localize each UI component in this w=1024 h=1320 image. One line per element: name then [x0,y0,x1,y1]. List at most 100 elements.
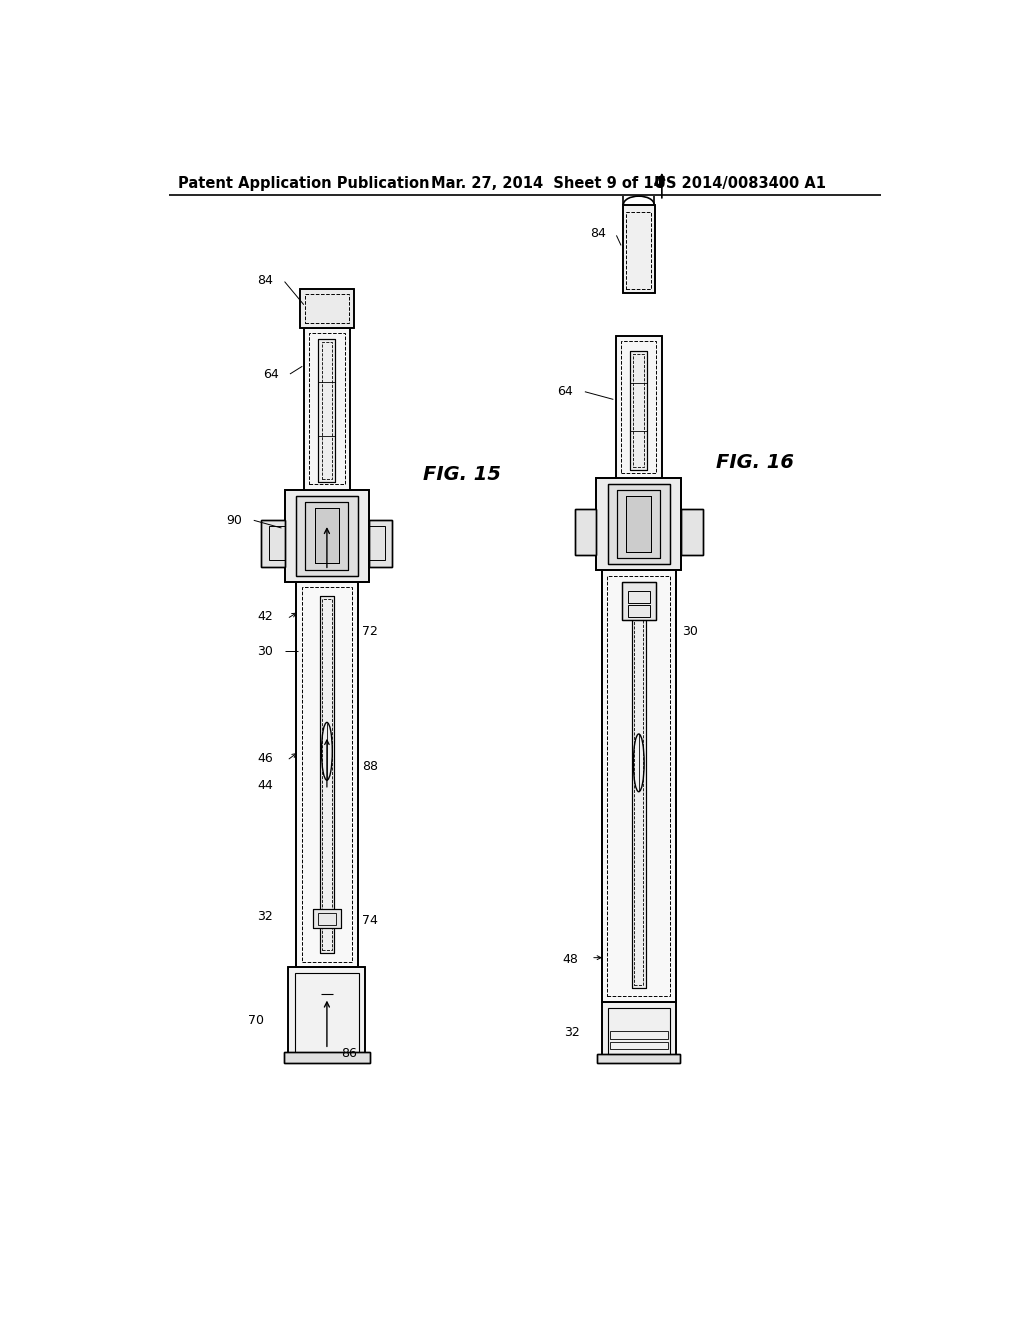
Bar [318,339,336,482]
Bar [628,605,649,616]
Bar [296,496,357,576]
Bar [314,508,339,564]
Bar [622,582,655,620]
Bar [615,335,662,478]
Bar [301,587,352,961]
Bar [261,520,285,566]
Text: 72: 72 [362,626,378,639]
Bar [632,585,646,987]
Bar [681,508,702,554]
Bar [609,1031,668,1039]
Bar [305,502,348,570]
Text: 32: 32 [564,1026,581,1039]
Text: 46: 46 [257,752,273,766]
Text: US 2014/0083400 A1: US 2014/0083400 A1 [654,176,826,190]
Bar [631,351,647,470]
Bar [597,1053,680,1063]
Bar [319,595,334,953]
Bar [284,1052,370,1063]
Bar [305,502,348,570]
Bar [370,520,392,566]
Bar [602,570,676,1002]
Bar [617,490,660,558]
Bar [318,339,336,482]
Bar [602,570,676,1002]
Bar [628,591,649,603]
Bar [296,582,357,966]
Bar [304,327,350,490]
Bar [300,289,354,327]
Text: 30: 30 [682,626,697,639]
Bar [319,595,334,953]
Bar [597,1053,680,1063]
Bar [609,1041,668,1049]
Text: FIG. 15: FIG. 15 [423,465,501,483]
Bar [632,585,646,987]
Bar [634,354,644,467]
Bar [300,289,354,327]
Bar [608,484,670,564]
Text: 64: 64 [557,385,573,399]
Bar [284,1052,370,1063]
Bar [317,913,336,924]
Bar [285,490,370,582]
Text: 30: 30 [257,644,273,657]
Bar [313,909,341,928]
Bar [574,508,596,554]
Bar [335,298,348,322]
Bar [370,527,385,561]
Bar [289,966,366,1063]
Text: 84: 84 [590,227,605,240]
Bar [304,294,349,323]
Bar [623,205,655,293]
Bar [623,205,655,293]
Text: 86: 86 [341,1047,356,1060]
Bar [574,508,596,554]
Bar [681,508,702,554]
Text: 84: 84 [257,273,273,286]
Bar [309,333,345,484]
Bar [370,520,392,566]
Bar [322,342,333,479]
Bar [335,298,348,322]
Text: 64: 64 [263,367,280,380]
Bar [285,490,370,582]
Text: 88: 88 [362,760,378,774]
Bar [313,909,341,928]
Bar [304,327,350,490]
Bar [269,527,285,561]
Text: FIG. 16: FIG. 16 [716,453,794,473]
Bar [615,335,662,478]
Bar [621,341,656,473]
Text: Patent Application Publication: Patent Application Publication [178,176,430,190]
Text: 44: 44 [257,779,273,792]
Bar [295,973,359,1057]
Text: 70: 70 [248,1014,264,1027]
Bar [289,966,366,1063]
Bar [596,478,681,570]
Bar [631,351,647,470]
Bar [323,599,332,950]
Bar [608,484,670,564]
Text: 32: 32 [257,911,273,924]
Bar [296,582,357,966]
Text: 48: 48 [563,953,579,966]
Text: 74: 74 [362,915,378,927]
Text: 90: 90 [226,513,243,527]
Bar [608,1007,670,1057]
Bar [314,508,339,564]
Text: 42: 42 [257,610,273,623]
Bar [627,496,651,552]
Bar [261,520,285,566]
Bar [622,582,655,620]
Bar [634,587,643,985]
Bar [617,490,660,558]
Bar [602,1002,676,1063]
Bar [607,576,671,997]
Text: Mar. 27, 2014  Sheet 9 of 14: Mar. 27, 2014 Sheet 9 of 14 [431,176,664,190]
Bar [296,496,357,576]
Bar [596,478,681,570]
Bar [627,496,651,552]
Bar [627,213,651,289]
Bar [602,1002,676,1063]
